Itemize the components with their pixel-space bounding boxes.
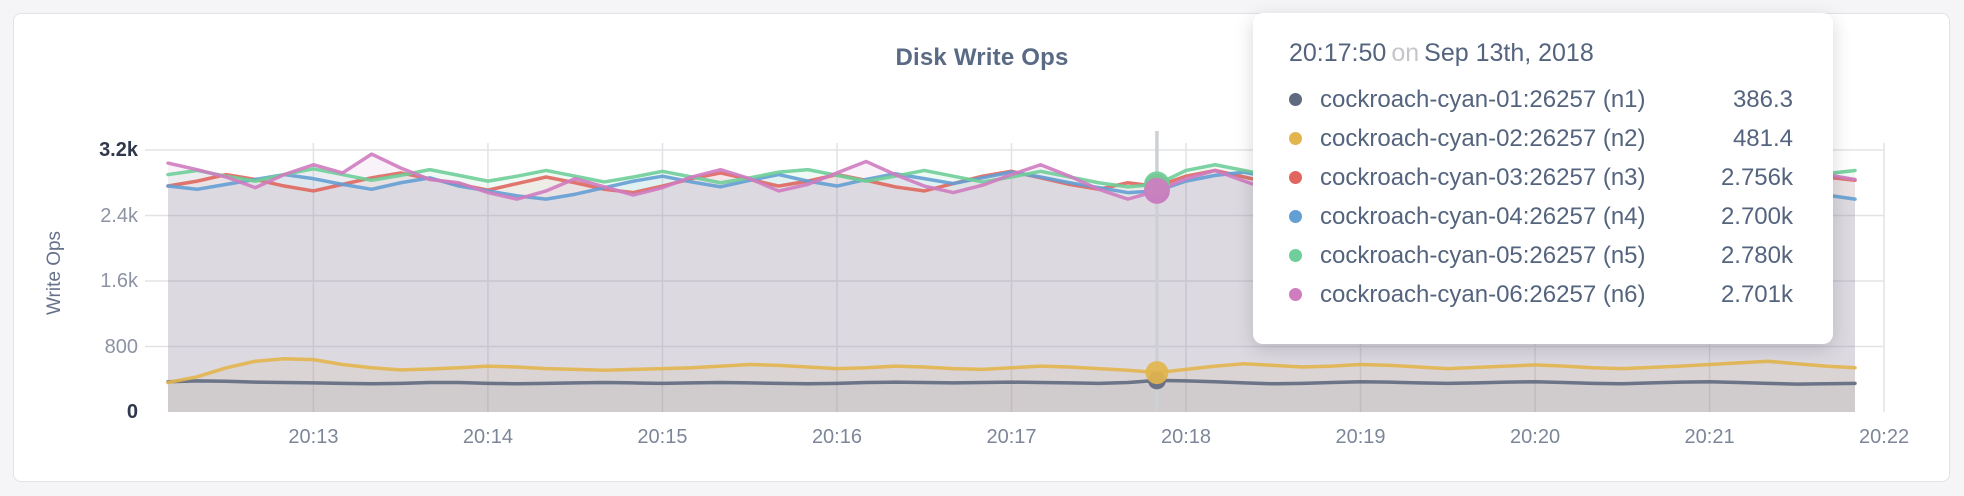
- x-tick-label: 20:16: [811, 426, 862, 448]
- tooltip-row: cockroach-cyan-03:26257 (n3) 2.756k: [1289, 158, 1793, 197]
- tooltip-date: Sep 13th, 2018: [1424, 39, 1594, 67]
- series-dot-icon: [1289, 171, 1302, 184]
- series-dot-icon: [1289, 93, 1302, 106]
- x-tick-label: 20:21: [1684, 426, 1735, 448]
- series-dot-icon: [1289, 132, 1302, 145]
- tooltip-series-name: cockroach-cyan-06:26257 (n6): [1320, 280, 1646, 308]
- y-tick-label: 1.6k: [100, 270, 138, 292]
- x-tick-label: 20:15: [637, 426, 688, 448]
- series-dot-icon: [1289, 249, 1302, 262]
- y-tick-label: 3.2k: [99, 139, 138, 161]
- tooltip-series-value: 2.700k: [1720, 202, 1793, 230]
- x-tick-label: 20:22: [1859, 426, 1910, 448]
- tooltip-series-value: 481.4: [1732, 124, 1793, 152]
- tooltip-row: cockroach-cyan-02:26257 (n2) 481.4: [1289, 119, 1793, 158]
- tooltip-row: cockroach-cyan-04:26257 (n4) 2.700k: [1289, 197, 1793, 236]
- tooltip-row: cockroach-cyan-01:26257 (n1) 386.3: [1289, 80, 1793, 119]
- series-line-n2: [166, 357, 1857, 385]
- series-line-n1: [166, 378, 1857, 386]
- tooltip-series-name: cockroach-cyan-02:26257 (n2): [1320, 124, 1646, 152]
- hover-tooltip: 20:17:50 on Sep 13th, 2018 cockroach-cyan-…: [1253, 13, 1833, 344]
- x-tick-label: 20:14: [462, 426, 513, 448]
- x-tick-label: 20:19: [1335, 426, 1386, 448]
- series-area-n1: [168, 380, 1855, 412]
- tooltip-series-name: cockroach-cyan-04:26257 (n4): [1320, 202, 1646, 230]
- tooltip-series-name: cockroach-cyan-03:26257 (n3): [1320, 163, 1646, 191]
- tooltip-row: cockroach-cyan-06:26257 (n6) 2.701k: [1289, 275, 1793, 314]
- tooltip-rows: cockroach-cyan-01:26257 (n1) 386.3 cockroa…: [1289, 80, 1793, 314]
- x-tick-label: 20:20: [1510, 426, 1561, 448]
- tooltip-series-value: 2.701k: [1720, 280, 1793, 308]
- y-tick-label: 0: [126, 401, 138, 423]
- x-tick-label: 20:13: [288, 426, 339, 448]
- tooltip-separator: on: [1391, 39, 1420, 67]
- x-tick-label: 20:18: [1160, 426, 1212, 448]
- y-tick-label: 2.4k: [100, 204, 138, 227]
- y-tick-label: 800: [104, 335, 138, 358]
- tooltip-header: 20:17:50 on Sep 13th, 2018: [1289, 39, 1793, 68]
- tooltip-series-name: cockroach-cyan-01:26257 (n1): [1320, 85, 1646, 113]
- tooltip-series-value: 2.780k: [1720, 241, 1793, 269]
- tooltip-series-name: cockroach-cyan-05:26257 (n5): [1320, 241, 1646, 269]
- series-area-n2: [168, 358, 1855, 412]
- tooltip-series-value: 386.3: [1732, 85, 1793, 113]
- hover-point-n2: [1145, 361, 1169, 385]
- tooltip-series-value: 2.756k: [1720, 163, 1793, 191]
- hover-point-n6: [1143, 177, 1170, 204]
- x-tick-label: 20:17: [986, 426, 1037, 448]
- chart-title: Disk Write Ops: [895, 44, 1069, 71]
- tooltip-time: 20:17:50: [1289, 39, 1387, 67]
- tooltip-row: cockroach-cyan-05:26257 (n5) 2.780k: [1289, 236, 1793, 275]
- series-dot-icon: [1289, 288, 1302, 301]
- series-dot-icon: [1289, 210, 1302, 223]
